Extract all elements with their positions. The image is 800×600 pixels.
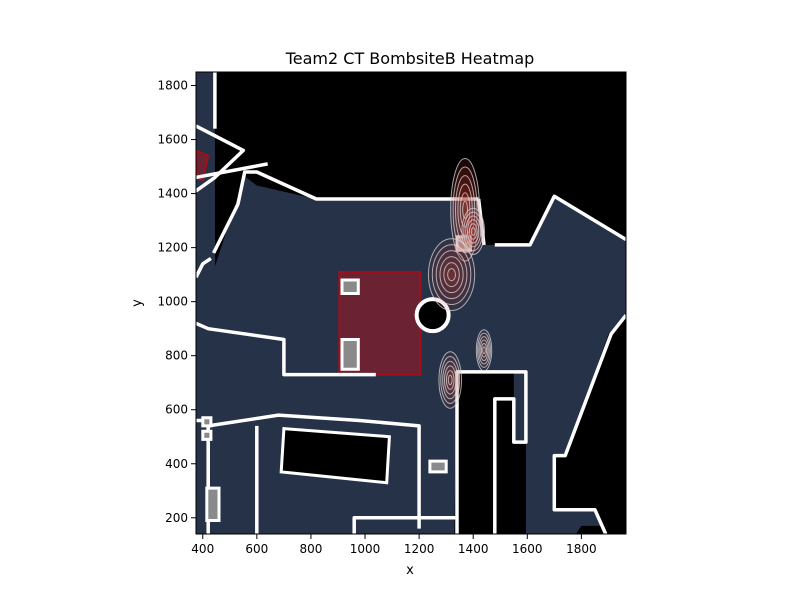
y-tick-label: 1800 [157,79,188,93]
x-axis: 400 600 800 1000 1200 1400 1600 1800 [191,534,597,556]
map-prop [340,338,360,371]
wall-outline [455,370,528,534]
heat-contour [439,256,464,294]
pillar [414,297,451,334]
map-prop [201,429,213,441]
heat-contour [438,351,463,409]
heat-layer [427,157,493,409]
wall-outline [196,124,246,193]
map-prop [279,426,391,485]
void-region [494,398,514,534]
wall-outline [352,516,457,534]
heat-contour [468,223,478,240]
map-prop [340,278,360,295]
void-region [576,525,626,534]
x-tick-label: 600 [245,542,268,556]
chart-title: Team2 CT BombsiteB Heatmap [285,49,535,68]
heat-hotspot [475,329,493,372]
y-tick-label: 400 [165,457,188,471]
x-tick-label: 1000 [350,542,381,556]
heat-contour [447,374,453,386]
map-walls [196,72,626,534]
wall-outline [494,194,626,247]
map-prop [201,416,213,428]
heat-contour [440,356,461,404]
y-tick-label: 800 [165,349,188,363]
y-tick-label: 1200 [157,241,188,255]
heat-contour [470,227,476,236]
wall-outline [212,170,479,254]
x-tick-label: 800 [299,542,322,556]
y-tick-label: 200 [165,511,188,525]
x-tick-label: 400 [191,542,214,556]
heat-contour [431,244,472,306]
plot-area [196,72,626,534]
heat-contour [445,370,455,390]
heat-contour [477,332,491,368]
heat-hotspot [438,351,463,409]
heat-hotspot [461,207,486,256]
y-tick-label: 1600 [157,133,188,147]
heat-contour [463,211,484,252]
map-prop [205,486,221,522]
x-tick-label: 1800 [566,542,597,556]
wall-outline [196,321,376,377]
y-tick-label: 600 [165,403,188,417]
wall-outline [552,314,626,534]
map-prop [428,459,448,474]
y-axis: 200 400 600 800 1000 1200 1400 1600 1800 [157,79,196,525]
x-tick-label: 1600 [512,542,543,556]
wall-outline [196,256,212,279]
y-tick-label: 1400 [157,187,188,201]
x-axis-label: x [406,563,414,578]
x-tick-label: 1200 [404,542,435,556]
heat-contour [443,262,460,288]
heat-contour [447,268,456,282]
wall-outline [196,162,269,180]
bombsite-area [196,149,210,182]
heat-contour [461,207,486,256]
wall-outline [207,413,421,529]
plot-frame [195,71,627,535]
heat-contour [427,238,476,312]
y-tick-label: 1000 [157,295,188,309]
heat-contour [435,250,468,300]
heat-contour [480,342,488,358]
heat-hotspot [427,238,476,312]
x-tick-label: 1400 [458,542,489,556]
y-axis-label: y [130,299,145,307]
heat-contour [482,346,486,355]
